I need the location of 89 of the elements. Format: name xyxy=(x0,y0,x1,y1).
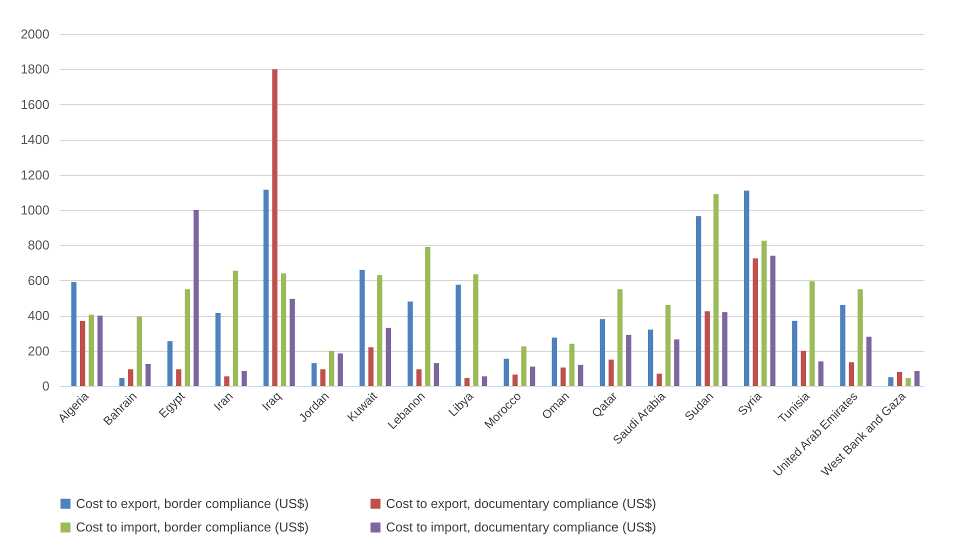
bar xyxy=(906,378,911,386)
bar xyxy=(416,369,422,386)
bar xyxy=(434,363,440,386)
bar xyxy=(800,350,806,386)
bar xyxy=(232,270,238,386)
bar xyxy=(272,69,278,386)
bar xyxy=(320,369,326,386)
legend-label: Cost to export, border compliance (US$) xyxy=(76,496,309,511)
bar xyxy=(530,366,536,386)
bar xyxy=(552,338,558,386)
bar xyxy=(674,339,680,386)
bar xyxy=(377,275,382,386)
y-tick-label: 400 xyxy=(28,308,50,324)
bar xyxy=(504,358,509,386)
bar xyxy=(560,368,566,386)
bar xyxy=(810,281,815,386)
bar xyxy=(408,302,413,386)
bar xyxy=(360,270,365,386)
x-tick-label: Iraq xyxy=(259,389,284,414)
bar xyxy=(578,364,584,386)
bar xyxy=(263,190,269,386)
bar xyxy=(128,369,134,386)
bar xyxy=(194,210,199,386)
bar xyxy=(722,312,728,386)
bar xyxy=(88,314,94,386)
bar xyxy=(626,334,632,386)
bar xyxy=(600,319,606,386)
y-tick-label: 1800 xyxy=(20,62,50,77)
bar xyxy=(136,316,142,386)
bar xyxy=(914,371,920,386)
bar xyxy=(97,316,103,386)
x-tick-label: Iran xyxy=(211,389,236,414)
bar xyxy=(608,360,614,386)
y-tick-label: 1000 xyxy=(20,202,50,218)
bar xyxy=(473,274,478,386)
bar xyxy=(242,371,247,386)
bar xyxy=(704,311,710,386)
legend-label: Cost to import, border compliance (US$) xyxy=(76,520,309,534)
bar xyxy=(167,341,173,386)
bar xyxy=(866,336,872,386)
bar xyxy=(512,374,518,386)
bar xyxy=(80,320,86,386)
bar xyxy=(290,298,295,386)
bar xyxy=(71,282,76,386)
bar xyxy=(617,289,623,386)
legend-label: Cost to import, documentary compliance (US$) xyxy=(386,520,656,534)
bar xyxy=(338,353,343,386)
bar xyxy=(696,216,702,386)
bar xyxy=(770,256,776,386)
bar xyxy=(656,374,662,386)
bar xyxy=(146,364,151,386)
bar xyxy=(888,377,894,386)
bar xyxy=(329,350,334,386)
bar xyxy=(858,289,863,386)
y-tick-label: 1200 xyxy=(20,167,50,182)
bar xyxy=(713,194,719,386)
y-tick-label: 1400 xyxy=(20,132,50,148)
bar xyxy=(482,376,488,386)
y-tick-label: 1600 xyxy=(20,96,50,112)
bar xyxy=(425,246,430,386)
bar xyxy=(368,347,374,386)
bar xyxy=(762,240,767,386)
bar xyxy=(744,190,750,386)
bar xyxy=(848,362,854,386)
bar xyxy=(464,378,470,386)
y-tick-label: 200 xyxy=(28,343,50,358)
bar xyxy=(456,284,461,386)
y-tick-label: 0 xyxy=(42,378,50,394)
bar xyxy=(176,369,182,386)
bar xyxy=(569,344,574,386)
bar xyxy=(818,361,824,386)
bar xyxy=(215,312,221,386)
bar xyxy=(665,305,671,386)
bar xyxy=(386,328,391,386)
legend-label: Cost to export, documentary compliance (US$) xyxy=(386,496,656,511)
bar xyxy=(792,320,798,386)
bar xyxy=(280,273,286,386)
bar xyxy=(224,376,230,386)
bar xyxy=(840,305,846,386)
bar xyxy=(312,363,317,386)
y-tick-label: 2000 xyxy=(20,26,50,42)
y-tick-label: 600 xyxy=(28,272,50,288)
bar xyxy=(119,378,125,386)
y-tick-label: 800 xyxy=(28,238,50,253)
bar xyxy=(752,258,758,386)
bar xyxy=(648,330,654,386)
bar xyxy=(896,372,902,386)
bar xyxy=(184,289,190,386)
bar xyxy=(521,346,526,386)
